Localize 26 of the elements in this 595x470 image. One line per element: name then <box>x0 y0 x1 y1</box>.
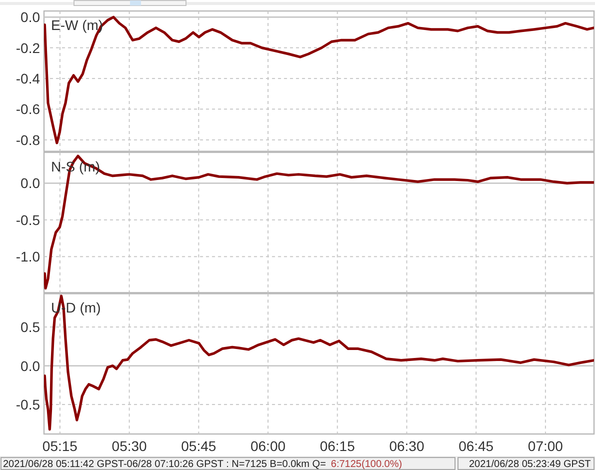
x-tick-label: 06:45 <box>458 438 494 454</box>
chart-title: E-W (m) <box>51 17 104 33</box>
text: 2021/06/28 05:23:49 GPST <box>469 459 591 470</box>
y-tick-label: -0.5 <box>16 396 40 413</box>
y-tick-label: -0.2 <box>16 40 40 56</box>
line-series <box>44 16 594 144</box>
y-tick-label: 0.0 <box>20 358 40 374</box>
y-tick-label: 0.0 <box>20 175 40 192</box>
y-tick-label: 0.5 <box>20 319 40 336</box>
x-tick-label: 05:45 <box>181 438 216 454</box>
line-series <box>44 294 594 431</box>
y-tick-label: -1.0 <box>16 248 40 265</box>
x-tick-label: 07:00 <box>528 438 564 454</box>
x-tick-label: 06:15 <box>320 438 356 454</box>
y-tick-label: -0.6 <box>16 101 40 118</box>
x-tick-label: 05:30 <box>112 438 148 454</box>
y-tick-label: -0.8 <box>16 132 40 148</box>
text: 2021/06/28 05:11:42 GPST-06/28 07:10:26 GPST : N=7125 B=0.0km Q= <box>3 459 326 470</box>
x-tick-label: 06:00 <box>250 438 286 454</box>
y-tick-label: -0.5 <box>16 212 40 228</box>
text: 6:7125(100.0%) <box>330 459 402 470</box>
line-series <box>44 154 594 290</box>
x-tick-label: 06:30 <box>389 438 424 454</box>
y-tick-label: -0.4 <box>16 70 40 86</box>
y-tick-label: 0.0 <box>20 9 40 26</box>
x-tick-label: 05:15 <box>42 438 78 454</box>
